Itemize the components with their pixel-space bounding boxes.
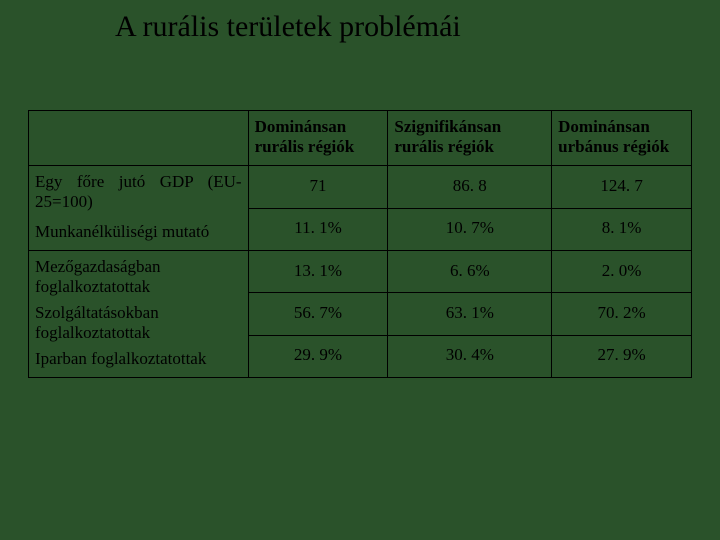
header-col-3: Dominánsan urbánus régiók bbox=[552, 111, 692, 166]
cell: 27. 9% bbox=[552, 335, 692, 377]
cell: 63. 1% bbox=[388, 293, 552, 335]
cell: 29. 9% bbox=[248, 335, 388, 377]
cell: 30. 4% bbox=[388, 335, 552, 377]
row-label-group-2: Mezőgazdaságban foglalkoztatottak Szolgá… bbox=[29, 251, 249, 378]
row-label: Szolgáltatásokban foglalkoztatottak bbox=[35, 303, 242, 343]
cell: 56. 7% bbox=[248, 293, 388, 335]
cell: 70. 2% bbox=[552, 293, 692, 335]
cell: 8. 1% bbox=[552, 208, 692, 251]
header-col-1: Dominánsan rurális régiók bbox=[248, 111, 388, 166]
cell: 6. 6% bbox=[388, 251, 552, 293]
table-header-row: Dominánsan rurális régiók Szignifikánsan… bbox=[29, 111, 692, 166]
data-table: Dominánsan rurális régiók Szignifikánsan… bbox=[28, 110, 692, 378]
cell: 71 bbox=[248, 166, 388, 209]
spacer bbox=[35, 212, 242, 222]
cell: 2. 0% bbox=[552, 251, 692, 293]
table-region: Dominánsan rurális régiók Szignifikánsan… bbox=[28, 110, 692, 378]
cell: 11. 1% bbox=[248, 208, 388, 251]
cell: 124. 7 bbox=[552, 166, 692, 209]
row-label: Munkanélküliségi mutató bbox=[35, 222, 242, 242]
cell: 86. 8 bbox=[388, 166, 552, 209]
header-col-2: Szignifikánsan rurális régiók bbox=[388, 111, 552, 166]
cell: 10. 7% bbox=[388, 208, 552, 251]
row-label: Mezőgazdaságban foglalkoztatottak bbox=[35, 257, 242, 297]
row-label: Egy főre jutó GDP (EU-25=100) bbox=[35, 172, 242, 212]
table-row: Egy főre jutó GDP (EU-25=100) Munkanélkü… bbox=[29, 166, 692, 209]
slide-title: A rurális területek problémái bbox=[115, 10, 461, 44]
row-label-group-1: Egy főre jutó GDP (EU-25=100) Munkanélkü… bbox=[29, 166, 249, 251]
row-label: Iparban foglalkoztatottak bbox=[35, 349, 242, 369]
cell: 13. 1% bbox=[248, 251, 388, 293]
table-row: Mezőgazdaságban foglalkoztatottak Szolgá… bbox=[29, 251, 692, 293]
header-blank bbox=[29, 111, 249, 166]
